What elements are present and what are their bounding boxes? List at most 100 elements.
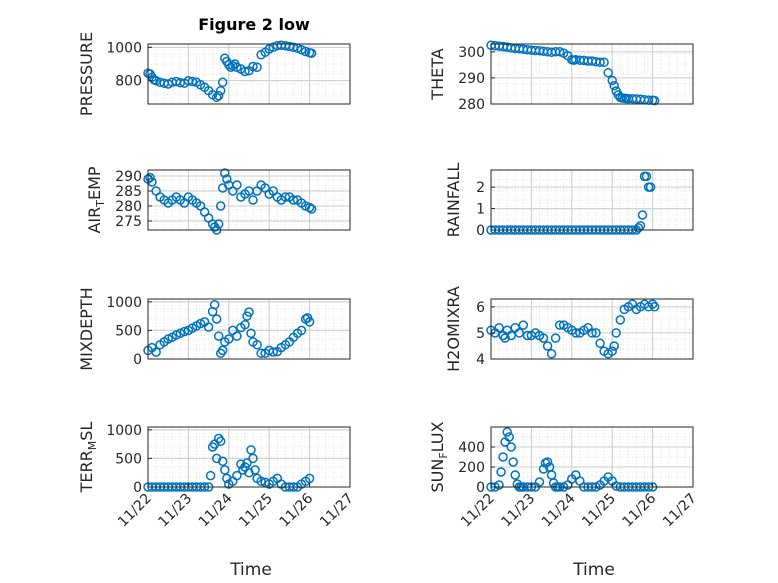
x-tick-label: 11/24 bbox=[196, 490, 236, 530]
y-axis-label: RAINFALL bbox=[444, 163, 463, 238]
x-tick-label: 11/26 bbox=[277, 490, 317, 530]
y-tick-label: 285 bbox=[115, 184, 142, 200]
data-point bbox=[300, 46, 311, 57]
data-point bbox=[203, 322, 214, 332]
data-point bbox=[542, 341, 553, 351]
data-point bbox=[522, 330, 533, 341]
data-point bbox=[220, 465, 230, 475]
data-point bbox=[587, 328, 597, 338]
data-point bbox=[252, 339, 262, 350]
panel-6: 0 500 1000 TERRMSL 11/22 11/23 11/24 11/25 11/26… bbox=[77, 422, 357, 531]
data-point bbox=[591, 328, 601, 338]
y-label-main: AIR bbox=[85, 207, 104, 234]
panel-4: 0 500 1000 MIXDEPTH bbox=[77, 287, 351, 371]
panel-0: 800 1000 PRESSURE bbox=[77, 32, 351, 116]
x-axis-label-right: Time bbox=[572, 560, 615, 580]
data-point bbox=[534, 477, 545, 487]
x-tick-label: 11/25 bbox=[236, 491, 276, 531]
data-point bbox=[205, 470, 216, 481]
y-tick-label: 1000 bbox=[106, 423, 142, 439]
panel-7: 0 200 400 SUNFLUX 11/22 11/23 11/24 11/25 11/26 1… bbox=[428, 421, 700, 530]
y-label-rest: SL bbox=[77, 422, 96, 441]
y-tick-label: 280 bbox=[115, 199, 142, 215]
y-tick-label: 1000 bbox=[106, 295, 142, 311]
data-point bbox=[304, 317, 315, 327]
y-tick-label: 5 bbox=[476, 326, 485, 342]
data-point bbox=[248, 61, 258, 72]
data-point bbox=[217, 345, 228, 356]
x-tick-label: 11/22 bbox=[458, 491, 498, 531]
data-point bbox=[145, 172, 155, 183]
data-point bbox=[518, 320, 529, 330]
panel-5: 4 5 6 H2OMIXRA bbox=[444, 286, 694, 372]
data-point bbox=[224, 60, 234, 70]
data-point bbox=[494, 322, 504, 333]
y-axis-label: THETA bbox=[428, 48, 447, 100]
panel-1: 280 290 300 THETA bbox=[428, 40, 694, 113]
data-point bbox=[217, 456, 228, 467]
axes-box bbox=[147, 298, 351, 360]
data-point bbox=[607, 346, 617, 356]
data-point bbox=[280, 192, 291, 202]
x-tick-label: 11/23 bbox=[155, 491, 195, 531]
data-point bbox=[599, 57, 609, 68]
axes-box bbox=[490, 169, 694, 231]
data-point bbox=[306, 204, 317, 214]
data-point bbox=[215, 85, 226, 96]
y-axis-label: AIRTEMP bbox=[85, 166, 107, 233]
data-point bbox=[232, 180, 242, 190]
y-tick-label: 2 bbox=[476, 180, 485, 196]
data-point bbox=[222, 174, 232, 184]
data-point bbox=[246, 445, 256, 455]
data-point bbox=[151, 347, 161, 357]
y-axis-label: TERRMSL bbox=[77, 422, 99, 494]
data-point bbox=[502, 427, 512, 437]
data-point bbox=[609, 80, 619, 91]
data-point bbox=[542, 457, 553, 467]
y-tick-label: 500 bbox=[115, 451, 142, 467]
data-point bbox=[595, 338, 605, 349]
x-tick-label: 11/27 bbox=[317, 491, 357, 531]
data-point bbox=[649, 95, 660, 106]
data-point bbox=[240, 319, 250, 330]
data-point bbox=[252, 62, 262, 73]
data-point bbox=[268, 347, 278, 357]
y-label-rest: EMP bbox=[85, 166, 104, 200]
data-point bbox=[228, 60, 238, 71]
y-tick-label: 275 bbox=[115, 214, 142, 230]
x-tick-label: 11/26 bbox=[620, 490, 660, 530]
data-point bbox=[232, 331, 242, 341]
x-tick-label: 11/25 bbox=[579, 491, 619, 531]
data-point bbox=[256, 476, 266, 487]
data-point bbox=[510, 470, 520, 480]
data-point bbox=[250, 465, 260, 475]
y-axis-label: H2OMIXRA bbox=[444, 286, 463, 372]
data-point bbox=[506, 442, 516, 452]
axes-box bbox=[490, 43, 694, 105]
y-tick-label: 1 bbox=[476, 202, 485, 218]
data-point bbox=[248, 195, 258, 205]
data-point bbox=[508, 457, 518, 467]
y-tick-label: 0 bbox=[476, 223, 485, 239]
data-point bbox=[242, 458, 252, 468]
data-point bbox=[211, 314, 222, 324]
data-point bbox=[637, 210, 648, 220]
data-point bbox=[538, 333, 549, 343]
data-point bbox=[304, 473, 315, 484]
data-point bbox=[615, 315, 626, 325]
x-tick-label: 11/27 bbox=[660, 491, 700, 531]
data-point bbox=[256, 348, 266, 359]
y-tick-label: 200 bbox=[458, 460, 485, 476]
data-point bbox=[607, 75, 617, 86]
data-point bbox=[244, 307, 254, 317]
data-point bbox=[304, 202, 315, 213]
data-point bbox=[213, 219, 224, 229]
data-point bbox=[603, 67, 613, 78]
y-tick-label: 400 bbox=[458, 440, 485, 456]
y-label-subscript: F bbox=[437, 452, 450, 458]
data-point bbox=[217, 77, 228, 88]
data-point bbox=[179, 326, 190, 337]
data-point bbox=[240, 66, 250, 77]
